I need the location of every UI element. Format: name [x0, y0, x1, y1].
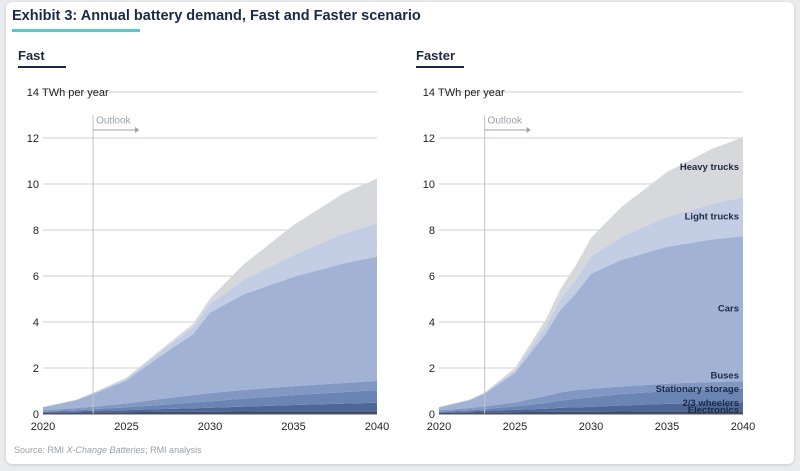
y-tick-label: 8: [429, 225, 435, 237]
area-series-heavy-trucks: [43, 178, 377, 408]
area-series-light-trucks: [43, 223, 377, 408]
x-tick-label: 2040: [365, 421, 389, 433]
area-series-stationary-storage: [439, 388, 743, 412]
chart-panel-faster: 0 2 4 6 8 10 12 14 TWh per year Outlook 2020 2025 20…: [423, 87, 755, 433]
x-tick-label: 2020: [31, 421, 55, 433]
series-label-cars: Cars: [718, 304, 739, 315]
title-accent-bar: [12, 29, 140, 32]
area-series-electronics: [43, 411, 377, 414]
series-label-2-3-wheelers: 2/3 wheelers: [682, 398, 739, 409]
area-series-buses: [43, 380, 377, 412]
y-tick-label: 2: [33, 363, 39, 375]
y-tick-label: 10: [423, 179, 435, 191]
y-axis-unit-label: TWh per year: [42, 87, 109, 99]
panel-underline-fast: [18, 66, 66, 68]
y-tick-label: 8: [33, 225, 39, 237]
panel-title-fast: Fast: [18, 48, 45, 63]
outlook-arrow-head: [135, 126, 140, 133]
panel-underline-faster: [416, 66, 464, 68]
y-tick-label: 12: [27, 133, 39, 145]
x-tick-label: 2020: [427, 421, 451, 433]
exhibit-title: Exhibit 3: Annual battery demand, Fast a…: [12, 8, 421, 24]
x-tick-label: 2025: [114, 421, 138, 433]
area-series-cars: [43, 256, 377, 411]
x-tick-label: 2025: [503, 421, 527, 433]
y-tick-label: 12: [423, 133, 435, 145]
area-series-electronics: [439, 411, 743, 414]
source-suffix: ; RMI analysis: [145, 445, 202, 455]
x-tick-label: 2035: [655, 421, 679, 433]
y-tick-label: 14: [27, 87, 39, 99]
series-label-electronics: Electronics: [688, 405, 739, 416]
x-tick-label: 2035: [281, 421, 305, 433]
outlook-label: Outlook: [488, 116, 523, 127]
x-tick-label: 2030: [579, 421, 603, 433]
chart-panel-fast: 0 2 4 6 8 10 12 14 TWh per year Outlook 2020 2025 20…: [27, 87, 389, 433]
source-note: Source: RMI X-Change Batteries; RMI anal…: [14, 445, 202, 455]
outlook-label: Outlook: [96, 116, 131, 127]
panel-title-faster: Faster: [416, 48, 456, 63]
source-prefix: Source: RMI: [14, 445, 67, 455]
series-label-buses: Buses: [710, 370, 739, 381]
area-series-light-trucks: [439, 197, 743, 408]
y-tick-label: 2: [429, 363, 435, 375]
area-series-stationary-storage: [43, 390, 377, 412]
area-series-cars: [439, 236, 743, 411]
y-tick-label: 4: [33, 317, 39, 329]
y-tick-label: 10: [27, 179, 39, 191]
x-tick-label: 2030: [198, 421, 222, 433]
y-tick-label: 6: [429, 271, 435, 283]
series-label-heavy-trucks: Heavy trucks: [680, 162, 739, 173]
area-series-2-3-wheelers: [439, 402, 743, 413]
x-tick-label: 2040: [731, 421, 755, 433]
y-tick-label: 0: [429, 409, 435, 421]
source-italic: X-Change Batteries: [66, 445, 146, 455]
y-tick-label: 0: [33, 409, 39, 421]
series-label-light-trucks: Light trucks: [685, 212, 739, 223]
outlook-arrow-head: [526, 126, 531, 133]
area-series-heavy-trucks: [439, 137, 743, 408]
series-label-stationary-storage: Stationary storage: [656, 384, 739, 395]
y-tick-label: 6: [33, 271, 39, 283]
area-series-buses: [439, 381, 743, 412]
y-tick-label: 4: [429, 317, 435, 329]
y-tick-label: 14: [423, 87, 435, 99]
y-axis-unit-label: TWh per year: [438, 87, 505, 99]
